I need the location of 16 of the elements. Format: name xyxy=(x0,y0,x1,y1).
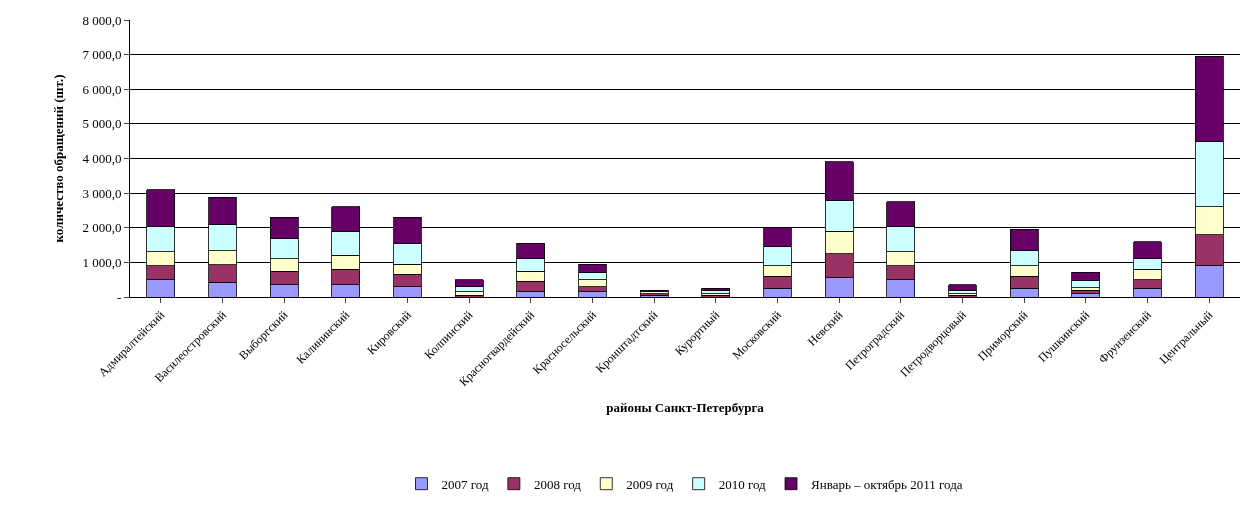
y-axis-title: количество обращений (шт.) xyxy=(51,74,67,243)
legend-label: 2008 год xyxy=(533,476,582,492)
y-tick-label: 4 000,0 xyxy=(82,151,122,167)
y-tick-label: 2 000,0 xyxy=(82,220,122,236)
legend-label: 2010 год xyxy=(718,476,767,492)
y-tick-label: - xyxy=(117,289,122,305)
legend-label: 2007 год xyxy=(441,476,489,492)
y-tick-label: 5 000,0 xyxy=(82,116,122,132)
y-tick-label: 3 000,0 xyxy=(82,185,122,201)
y-tick-label: 8 000,0 xyxy=(82,12,122,28)
legend-label: Январь – октябрь 2011 года xyxy=(811,476,963,492)
y-tick-label: 6 000,0 xyxy=(82,81,122,97)
y-tick-label: 7 000,0 xyxy=(82,47,122,63)
y-tick-label: 1 000,0 xyxy=(82,254,122,270)
legend-label: 2009 год xyxy=(626,476,674,492)
x-axis-title: районы Санкт-Петербурга xyxy=(606,400,765,416)
